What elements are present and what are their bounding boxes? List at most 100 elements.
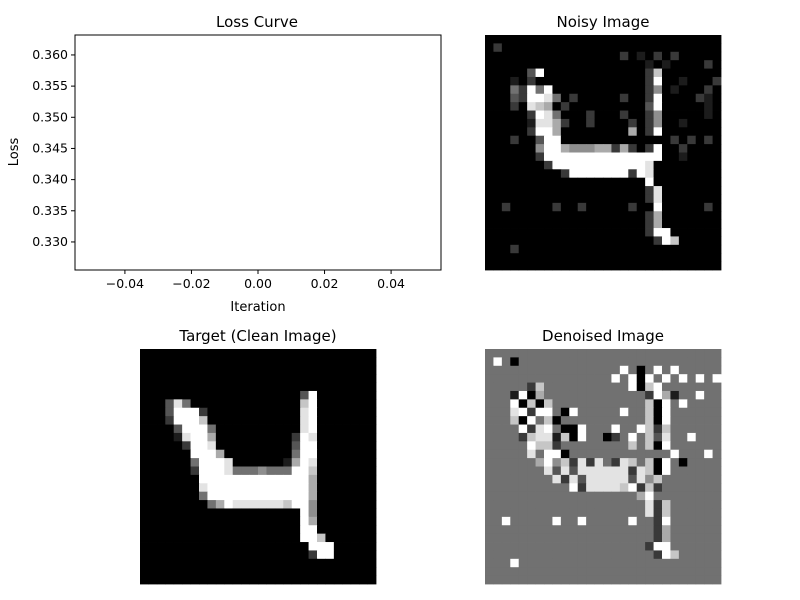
image-pixel	[485, 500, 494, 509]
image-pixel	[325, 382, 335, 392]
image-pixel	[687, 365, 697, 375]
image-pixel	[704, 516, 713, 526]
image-pixel	[611, 261, 621, 271]
image-pixel	[501, 110, 511, 120]
image-pixel	[241, 533, 250, 543]
image-pixel	[569, 261, 579, 271]
image-pixel	[712, 85, 722, 95]
image-pixel	[695, 261, 705, 271]
image-pixel	[712, 399, 722, 409]
image-pixel	[611, 76, 621, 86]
image-pixel	[645, 261, 654, 271]
image-pixel	[603, 51, 612, 61]
image-pixel	[485, 68, 494, 78]
image-pixel	[594, 466, 604, 476]
image-pixel	[518, 449, 528, 459]
image-pixel	[527, 219, 536, 229]
image-pixel	[695, 449, 705, 459]
image-pixel	[485, 236, 494, 246]
image-pixel	[207, 390, 217, 400]
image-pixel	[603, 466, 612, 476]
image-pixel	[241, 374, 250, 383]
image-pixel	[619, 382, 629, 392]
image-pixel	[518, 357, 528, 367]
image-pixel	[552, 567, 562, 576]
image-pixel	[173, 365, 183, 375]
image-pixel	[586, 382, 595, 392]
image-pixel	[569, 177, 579, 187]
image-pixel	[544, 424, 553, 434]
image-pixel	[687, 76, 697, 86]
image-pixel	[342, 542, 352, 551]
image-pixel	[485, 374, 494, 383]
image-pixel	[687, 253, 697, 262]
image-pixel	[636, 244, 646, 254]
image-pixel	[182, 357, 191, 367]
image-pixel	[207, 533, 217, 543]
image-pixel	[199, 449, 208, 459]
image-pixel	[653, 76, 663, 86]
image-pixel	[687, 424, 697, 434]
image-pixel	[215, 399, 225, 409]
image-pixel	[569, 542, 579, 551]
image-pixel	[501, 424, 511, 434]
image-pixel	[232, 550, 242, 560]
image-pixel	[493, 152, 503, 162]
image-pixel	[249, 458, 259, 467]
image-pixel	[258, 416, 267, 425]
image-pixel	[636, 76, 646, 86]
image-pixel	[527, 118, 536, 128]
image-pixel	[678, 211, 688, 221]
image-pixel	[224, 466, 234, 476]
image-pixel	[207, 458, 217, 467]
image-pixel	[258, 500, 267, 509]
image-pixel	[291, 575, 301, 585]
image-pixel	[569, 382, 579, 392]
image-pixel	[527, 458, 536, 467]
image-pixel	[569, 152, 579, 162]
image-pixel	[249, 365, 259, 375]
image-pixel	[258, 449, 267, 459]
image-pixel	[594, 135, 604, 145]
image-pixel	[510, 533, 520, 543]
image-pixel	[249, 516, 259, 526]
image-pixel	[535, 483, 545, 493]
image-pixel	[266, 399, 276, 409]
image-pixel	[485, 390, 494, 400]
image-pixel	[628, 441, 638, 451]
image-pixel	[636, 474, 646, 484]
image-pixel	[224, 424, 234, 434]
image-pixel	[518, 558, 528, 568]
image-pixel	[501, 382, 511, 392]
image-pixel	[662, 500, 671, 509]
image-pixel	[544, 500, 553, 509]
image-pixel	[182, 474, 191, 484]
image-pixel	[636, 349, 646, 358]
image-pixel	[670, 43, 680, 53]
image-pixel	[695, 382, 705, 392]
image-pixel	[687, 110, 697, 120]
image-pixel	[501, 194, 511, 204]
image-pixel	[485, 474, 494, 484]
image-pixel	[266, 558, 276, 568]
image-pixel	[695, 441, 705, 451]
image-pixel	[569, 169, 579, 179]
image-pixel	[333, 357, 343, 367]
image-pixel	[544, 169, 553, 179]
image-pixel	[535, 244, 545, 254]
image-pixel	[493, 525, 503, 535]
image-pixel	[510, 483, 520, 493]
image-pixel	[569, 76, 579, 86]
image-pixel	[333, 424, 343, 434]
image-pixel	[156, 441, 166, 451]
image-pixel	[493, 144, 503, 153]
image-pixel	[619, 458, 629, 467]
image-pixel	[569, 93, 579, 103]
image-pixel	[148, 567, 158, 576]
image-pixel	[501, 449, 511, 459]
image-pixel	[535, 424, 545, 434]
image-pixel	[173, 357, 183, 367]
image-pixel	[577, 399, 587, 409]
image-pixel	[300, 483, 309, 493]
image-pixel	[653, 516, 663, 526]
